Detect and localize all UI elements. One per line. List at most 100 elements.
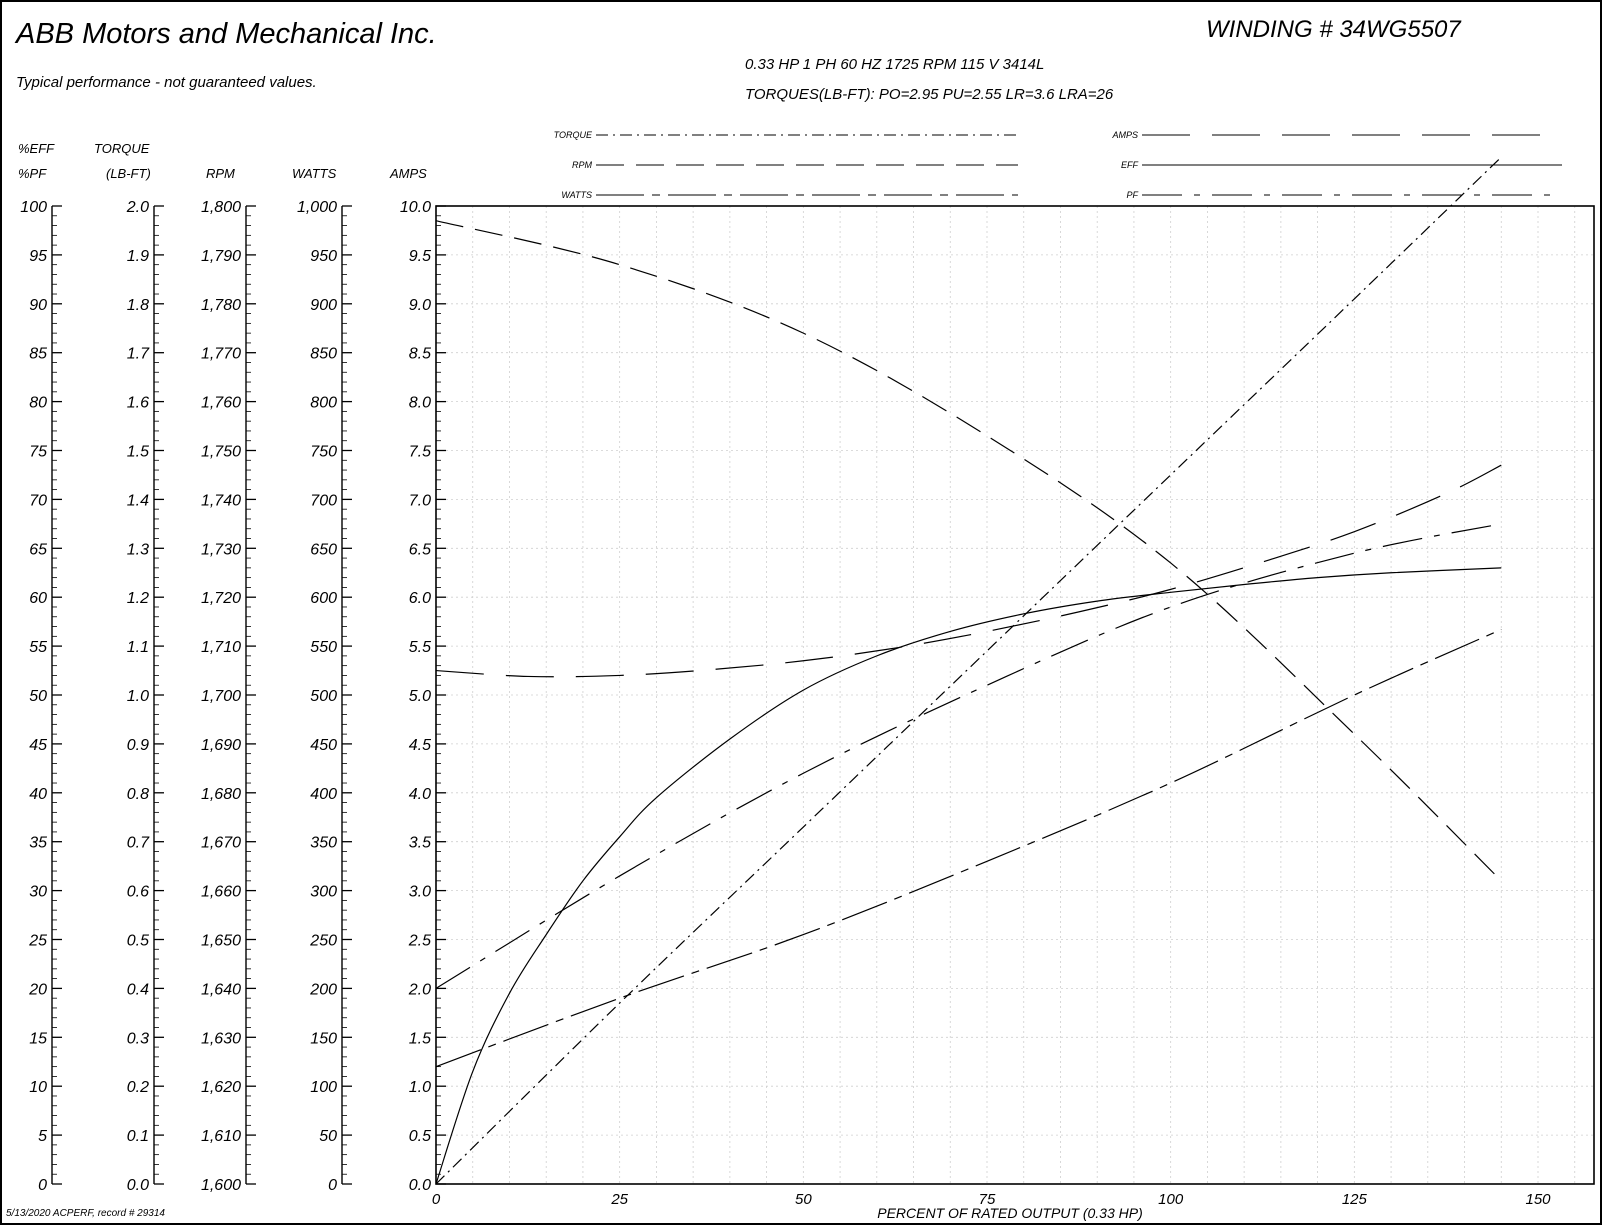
y-tick-label-torque: 1.2 bbox=[127, 590, 149, 607]
y-tick-label-watts: 350 bbox=[310, 835, 337, 852]
x-tick-label: 50 bbox=[795, 1191, 812, 1208]
legend-label-amps: AMPS bbox=[1111, 130, 1138, 140]
motor-specs: 0.33 HP 1 PH 60 HZ 1725 RPM 115 V 3414L bbox=[745, 56, 1045, 73]
y-tick-label-amps: 7.0 bbox=[409, 492, 431, 509]
y-tick-label-watts: 550 bbox=[310, 639, 337, 656]
y-tick-label-torque: 0.5 bbox=[127, 933, 149, 950]
y-tick-label-amps: 5.0 bbox=[409, 688, 431, 705]
grid: 0 25 50 75 100 125 150 PERCENT OF RATED OUTPUT … bbox=[432, 206, 1594, 1221]
y-tick-label-torque: 0.0 bbox=[127, 1177, 149, 1194]
y-tick-label-eff_pf: 0 bbox=[38, 1177, 47, 1194]
y-tick-label-eff_pf: 45 bbox=[29, 737, 47, 754]
y-tick-label-rpm: 1,720 bbox=[201, 590, 241, 607]
y-axes: 0 5 10 15 20 25 30 35 40 45 50 55 60 65 70 75 80 85 90 95 10… bbox=[18, 141, 446, 1194]
y-tick-label-amps: 9.5 bbox=[409, 248, 431, 265]
y-tick-label-amps: 0.5 bbox=[409, 1128, 431, 1145]
series-line-rpm bbox=[435, 220, 1502, 882]
y-tick-label-amps: 1.5 bbox=[409, 1030, 431, 1047]
y-tick-label-torque: 0.3 bbox=[127, 1030, 149, 1047]
y-tick-label-watts: 750 bbox=[310, 444, 337, 461]
y-tick-label-eff_pf: 70 bbox=[29, 492, 47, 509]
y-tick-label-eff_pf: 65 bbox=[29, 541, 47, 558]
y-tick-label-torque: 0.6 bbox=[127, 884, 149, 901]
y-tick-label-rpm: 1,730 bbox=[201, 541, 241, 558]
y-tick-label-rpm: 1,630 bbox=[201, 1030, 241, 1047]
y-tick-label-watts: 900 bbox=[310, 297, 337, 314]
y-tick-label-watts: 700 bbox=[310, 492, 337, 509]
plot-area-border bbox=[435, 205, 1595, 1185]
y-tick-label-rpm: 1,680 bbox=[201, 786, 241, 803]
x-tick-label: 100 bbox=[1158, 1191, 1184, 1208]
y-tick-label-torque: 1.6 bbox=[127, 395, 149, 412]
y-tick-label-eff_pf: 35 bbox=[29, 835, 47, 852]
y-tick-label-rpm: 1,770 bbox=[201, 346, 241, 363]
y-tick-label-rpm: 1,800 bbox=[201, 199, 241, 216]
series-line-amps bbox=[435, 464, 1502, 678]
y-tick-label-amps: 6.0 bbox=[409, 590, 431, 607]
y-tick-label-rpm: 1,760 bbox=[201, 395, 241, 412]
x-tick-label: 150 bbox=[1525, 1191, 1551, 1208]
y-tick-label-eff_pf: 80 bbox=[29, 395, 47, 412]
y-tick-label-amps: 2.0 bbox=[408, 981, 431, 998]
x-tick-label: 0 bbox=[432, 1191, 441, 1208]
y-tick-label-watts: 250 bbox=[309, 933, 337, 950]
y-tick-label-eff_pf: 95 bbox=[29, 248, 47, 265]
y-tick-label-amps: 4.5 bbox=[409, 737, 431, 754]
y-tick-label-amps: 10.0 bbox=[400, 199, 431, 216]
y-tick-label-watts: 200 bbox=[309, 981, 337, 998]
axis-unit-watts: WATTS bbox=[292, 166, 337, 181]
axis-unit-amps: AMPS bbox=[389, 166, 427, 181]
y-tick-label-eff_pf: 15 bbox=[29, 1030, 47, 1047]
y-tick-label-watts: 600 bbox=[310, 590, 337, 607]
y-tick-label-torque: 0.7 bbox=[127, 835, 150, 852]
y-tick-label-eff_pf: 20 bbox=[28, 981, 47, 998]
y-tick-label-eff_pf: 100 bbox=[20, 199, 47, 216]
y-tick-label-amps: 7.5 bbox=[409, 444, 431, 461]
footer-record: 5/13/2020 ACPERF, record # 29314 bbox=[6, 1208, 165, 1219]
y-tick-label-torque: 0.1 bbox=[127, 1128, 149, 1145]
disclaimer: Typical performance - not guaranteed val… bbox=[16, 74, 317, 91]
y-tick-label-amps: 5.5 bbox=[409, 639, 431, 656]
y-tick-label-amps: 8.5 bbox=[409, 346, 431, 363]
y-tick-label-eff_pf: 60 bbox=[29, 590, 47, 607]
y-tick-label-rpm: 1,660 bbox=[201, 884, 241, 901]
y-tick-label-torque: 1.9 bbox=[127, 248, 149, 265]
y-tick-label-rpm: 1,790 bbox=[201, 248, 241, 265]
y-tick-label-eff_pf: 90 bbox=[29, 297, 47, 314]
series-line-eff bbox=[435, 567, 1502, 1185]
axis-unit-torque: (LB-FT) bbox=[106, 166, 151, 181]
y-tick-label-torque: 2.0 bbox=[126, 199, 149, 216]
y-tick-label-rpm: 1,780 bbox=[201, 297, 241, 314]
y-tick-label-watts: 0 bbox=[328, 1177, 337, 1194]
axis-unit-rpm: RPM bbox=[206, 166, 235, 181]
y-tick-label-amps: 9.0 bbox=[409, 297, 431, 314]
y-tick-label-rpm: 1,610 bbox=[201, 1128, 241, 1145]
y-tick-label-torque: 0.9 bbox=[127, 737, 149, 754]
y-tick-label-torque: 1.8 bbox=[127, 297, 149, 314]
y-tick-label-watts: 1,000 bbox=[297, 199, 337, 216]
x-axis-label: PERCENT OF RATED OUTPUT (0.33 HP) bbox=[877, 1205, 1143, 1221]
y-tick-label-watts: 500 bbox=[310, 688, 337, 705]
series-line-watts bbox=[435, 628, 1502, 1068]
legend-label-eff: EFF bbox=[1121, 160, 1139, 170]
y-tick-label-rpm: 1,690 bbox=[201, 737, 241, 754]
series-line-torque bbox=[435, 156, 1502, 1185]
y-tick-label-eff_pf: 30 bbox=[29, 884, 47, 901]
y-tick-label-rpm: 1,740 bbox=[201, 492, 241, 509]
y-tick-label-watts: 950 bbox=[310, 248, 337, 265]
y-tick-label-rpm: 1,640 bbox=[201, 981, 241, 998]
y-tick-label-rpm: 1,650 bbox=[201, 933, 241, 950]
y-tick-label-watts: 800 bbox=[310, 395, 337, 412]
y-tick-label-watts: 100 bbox=[310, 1079, 337, 1096]
y-tick-label-eff_pf: 55 bbox=[29, 639, 47, 656]
series-line-pf bbox=[435, 523, 1502, 989]
y-tick-label-amps: 6.5 bbox=[409, 541, 431, 558]
y-tick-label-torque: 0.4 bbox=[127, 981, 149, 998]
y-tick-label-torque: 0.8 bbox=[127, 786, 149, 803]
y-tick-label-rpm: 1,750 bbox=[201, 444, 241, 461]
y-tick-label-torque: 0.2 bbox=[127, 1079, 149, 1096]
y-tick-label-watts: 50 bbox=[319, 1128, 337, 1145]
legend: TORQUE RPM WATTS AMPS EFF PF bbox=[554, 130, 1562, 200]
y-tick-label-amps: 4.0 bbox=[409, 786, 431, 803]
